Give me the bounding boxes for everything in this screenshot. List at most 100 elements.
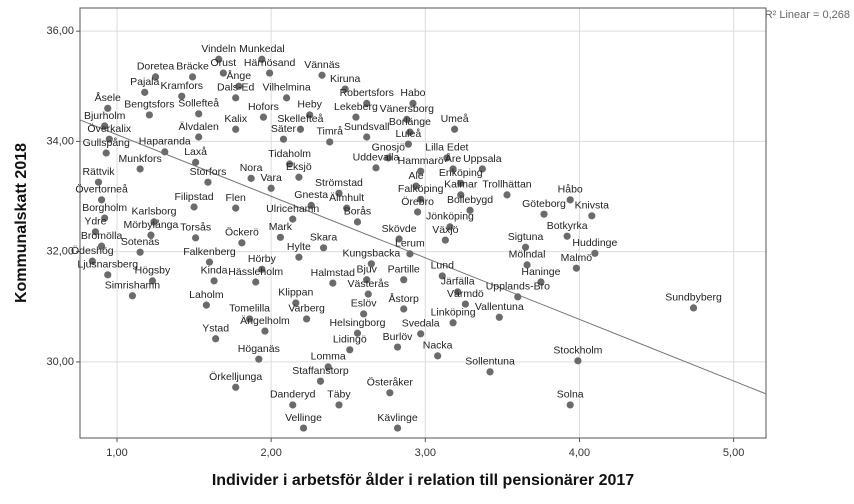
point-label: Mark bbox=[269, 221, 293, 233]
point bbox=[279, 135, 288, 143]
point-label: Helsingborg bbox=[329, 317, 385, 329]
point bbox=[367, 260, 375, 268]
point-label: Haparanda bbox=[139, 136, 191, 148]
point-label: Hammarö bbox=[398, 155, 444, 167]
point-label: Jönköping bbox=[426, 211, 474, 223]
point-label: Kungsbacka bbox=[342, 248, 400, 260]
point-label: Falkenberg bbox=[183, 246, 236, 258]
point bbox=[232, 204, 240, 212]
point-label: Vindeln bbox=[201, 43, 236, 55]
point-label: Lidingö bbox=[333, 334, 367, 346]
point bbox=[566, 196, 574, 204]
point-label: Sollentuna bbox=[465, 356, 515, 368]
point bbox=[363, 133, 371, 141]
point-label: Skellefteå bbox=[277, 113, 323, 125]
point bbox=[495, 313, 503, 321]
point-label: Vallentuna bbox=[475, 301, 524, 313]
point bbox=[689, 304, 698, 312]
point bbox=[91, 228, 100, 236]
point-label: Västerås bbox=[348, 278, 389, 290]
point-label: Strömstad bbox=[315, 177, 363, 189]
point bbox=[514, 293, 522, 301]
point-label: Laxå bbox=[184, 146, 207, 158]
point bbox=[210, 277, 218, 285]
point-label: Borlänge bbox=[389, 116, 431, 128]
point bbox=[178, 92, 186, 100]
point bbox=[150, 218, 158, 226]
point-label: Älmhult bbox=[329, 192, 364, 204]
point-label: Munkfors bbox=[119, 153, 162, 165]
point-label: Vellinge bbox=[285, 412, 322, 424]
point-label: Torsås bbox=[180, 222, 211, 234]
point-label: Uppsala bbox=[463, 153, 502, 165]
point-label: Lund bbox=[431, 260, 455, 272]
point bbox=[88, 257, 96, 265]
point-label: Flen bbox=[225, 192, 246, 204]
point bbox=[466, 206, 474, 214]
point bbox=[266, 69, 274, 77]
point bbox=[457, 191, 465, 199]
point-label: Burlöv bbox=[383, 331, 414, 343]
point bbox=[255, 355, 263, 363]
point-label: Kramfors bbox=[160, 80, 203, 92]
point bbox=[238, 239, 246, 247]
point-label: Hässleholm bbox=[228, 266, 283, 278]
point-label: Öckerö bbox=[225, 227, 259, 239]
point bbox=[406, 250, 414, 258]
point bbox=[335, 189, 343, 197]
point-label: Ystad bbox=[202, 323, 229, 335]
point-label: Sigtuna bbox=[508, 231, 544, 243]
point bbox=[282, 94, 291, 102]
point bbox=[141, 88, 149, 96]
point bbox=[286, 160, 294, 168]
point-label: Kalix bbox=[224, 113, 248, 125]
point-label: Simrishamn bbox=[105, 280, 161, 292]
point bbox=[252, 278, 260, 286]
point-label: Staffanstorp bbox=[292, 365, 349, 377]
point bbox=[101, 214, 109, 222]
point bbox=[523, 261, 531, 269]
point bbox=[341, 85, 349, 93]
point bbox=[563, 232, 571, 240]
point bbox=[276, 233, 285, 241]
point bbox=[307, 201, 315, 209]
point bbox=[192, 234, 200, 242]
point bbox=[101, 122, 109, 130]
point-label: Robertsfors bbox=[340, 87, 394, 99]
point bbox=[417, 330, 425, 338]
point bbox=[353, 218, 362, 226]
point-label: Mölndal bbox=[509, 249, 546, 261]
point-label: Vara bbox=[260, 172, 282, 184]
point-label: Botkyrka bbox=[547, 220, 588, 232]
point bbox=[412, 182, 420, 190]
point-label: Gnosjö bbox=[372, 142, 405, 154]
point bbox=[478, 165, 486, 173]
point bbox=[446, 223, 454, 231]
point-label: Vänersborg bbox=[380, 103, 434, 115]
point-label: Härnösand bbox=[244, 57, 296, 69]
point-label: Svedala bbox=[402, 318, 440, 330]
point-label: Karlsborg bbox=[132, 206, 177, 218]
x-axis-title: Individer i arbetsför ålder i relation t… bbox=[212, 471, 634, 489]
point-label: Sundsvall bbox=[344, 121, 390, 133]
point bbox=[299, 424, 308, 432]
point bbox=[574, 357, 582, 365]
point-label: Täby bbox=[327, 389, 351, 401]
point-label: Hylte bbox=[287, 241, 311, 253]
point bbox=[215, 55, 223, 63]
point-label: Järfälla bbox=[441, 276, 475, 288]
point bbox=[97, 242, 106, 250]
point-label: Gnesta bbox=[294, 189, 328, 201]
point bbox=[449, 319, 457, 327]
point-label: Örebro bbox=[401, 196, 434, 208]
point-label: Laholm bbox=[189, 289, 224, 301]
point-label: Huddinge bbox=[572, 237, 617, 249]
point bbox=[335, 401, 343, 409]
point bbox=[329, 279, 337, 287]
point-label: Ydre bbox=[84, 216, 106, 228]
point bbox=[235, 82, 243, 90]
point bbox=[503, 191, 511, 199]
point-label: Lilla Edet bbox=[425, 142, 468, 154]
point bbox=[393, 424, 402, 432]
